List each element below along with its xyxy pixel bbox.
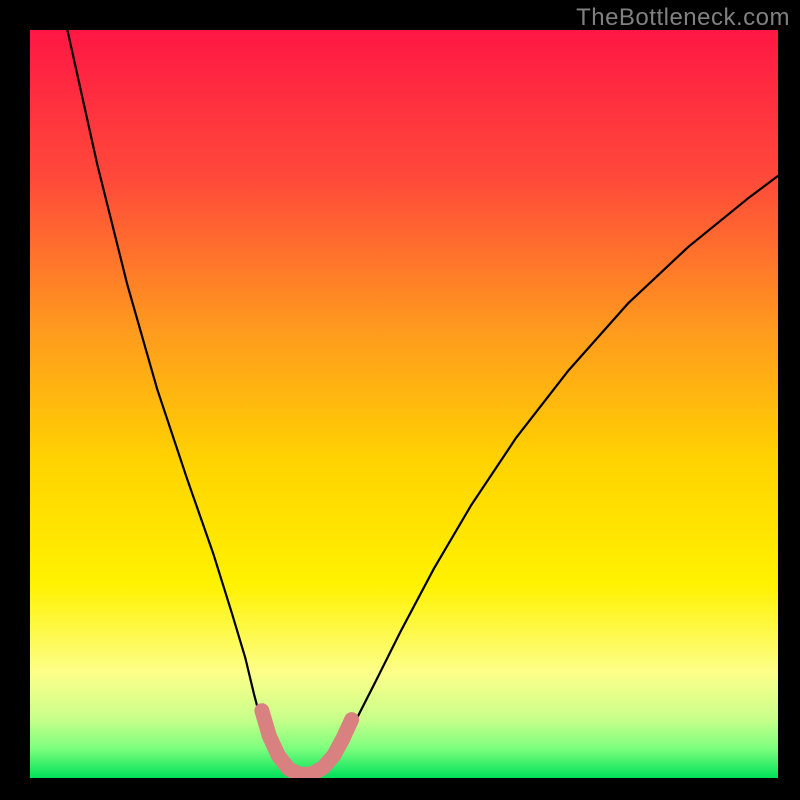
chart-stage: TheBottleneck.com	[0, 0, 800, 800]
bottleneck-chart-svg	[0, 0, 800, 800]
plot-area	[30, 30, 778, 778]
